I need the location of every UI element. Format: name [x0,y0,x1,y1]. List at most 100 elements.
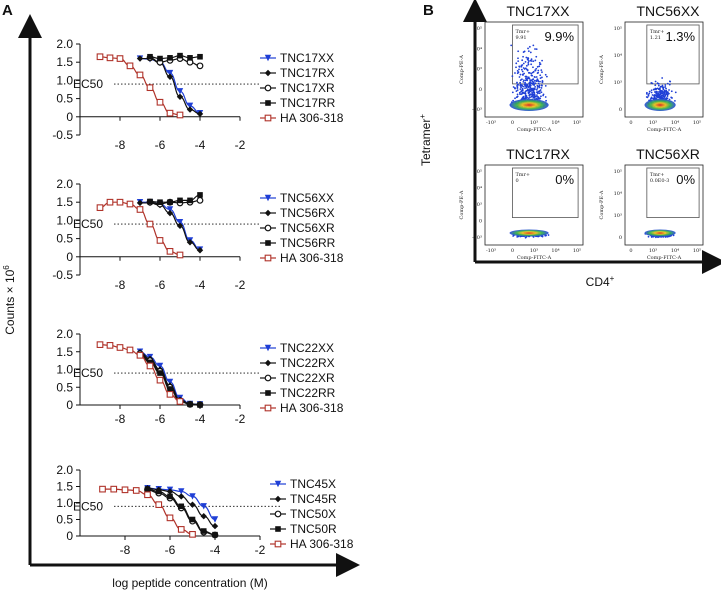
data-point [166,109,174,117]
panel-b-y-axis-label-main: Tetramer [419,119,433,166]
legend-label: TNC50X [290,507,336,521]
y-tick-label: 1.5 [56,345,73,359]
ec50-label: EC50 [73,217,103,231]
data-point [167,386,173,392]
flow-x-tick: 10⁵ [693,248,701,254]
data-point [96,204,104,212]
flow-x-tick: 0 [511,120,514,126]
y-tick-label: 2.0 [56,177,73,191]
data-point [187,55,193,61]
flow-y-tick: 0 [619,107,622,113]
data-point [106,342,114,349]
flow-y-tick: 10³ [614,80,622,86]
series-tnc17rr [147,52,203,62]
panel-b-label: B [423,2,434,19]
flow-y-tick: -10³ [472,235,482,241]
y-tick-label: 0 [66,250,73,264]
flow-y-tick: 10⁵ [474,169,482,175]
legend-marker [264,84,272,92]
legend-marker [274,540,282,548]
data-point [157,55,163,62]
data-point [116,344,124,351]
series-tnc22rx [136,349,204,408]
legend-label: HA 306-318 [290,537,354,551]
flow-x-tick: 10⁵ [573,120,581,126]
data-point [176,111,184,119]
flow-y-tick: 10⁵ [474,26,482,32]
legend-marker [275,526,281,532]
flow-x-tick: 10⁴ [551,248,559,254]
x-tick-label: -8 [115,278,126,292]
x-tick-label: -2 [255,543,266,557]
flow-x-label: Comp-FITC-A [517,255,552,261]
y-tick-label: 1.5 [56,195,73,209]
flow-x-tick: -10³ [486,120,496,126]
x-tick-label: -2 [235,412,246,426]
flow-x-tick: 10⁵ [573,248,581,254]
data-point [200,513,207,520]
data-point [167,493,173,500]
data-point [189,530,196,538]
legend-marker [264,344,272,352]
data-point [186,106,194,113]
data-point [157,370,163,376]
data-point [177,52,183,59]
legend-marker [264,54,272,62]
flow-y-tick: 10⁴ [474,186,482,192]
x-tick-label: -6 [165,543,176,557]
series-ha-306-318 [96,53,184,119]
flow-y-label: Comp-PE-A [599,190,605,219]
data-point [136,351,144,359]
data-point [156,98,164,106]
legend-marker [274,480,282,488]
data-point [177,526,185,533]
flow-y-tick: 10⁵ [614,169,622,175]
data-point [166,69,174,77]
legend-label: HA 306-318 [280,401,344,415]
gate-label: Tmr+ [650,172,665,178]
legend-marker [264,254,272,262]
data-point [126,346,134,354]
data-point [178,488,185,495]
series-ha-306-318 [99,485,196,538]
data-point [176,398,184,405]
legend-label: TNC45R [290,492,337,506]
dose-response-chart-1: -0.500.51.01.52.0-8 -6 -4 -2EC50TNC17XXTNC1… [52,37,343,152]
data-point [136,71,144,79]
dose-response-chart-2: -0.500.51.01.52.0-8 -6 -4 -2EC50TNC56XXTNC5… [52,177,343,292]
flow-y-label: Comp-PE-A [459,190,465,219]
data-point [167,199,173,205]
legend-marker [264,374,272,382]
series-ha-306-318 [96,198,184,259]
panel-a-label: A [2,2,13,19]
data-point [211,522,219,530]
gate-percent: 0% [676,172,695,187]
data-point [176,93,184,100]
flow-y-label: Comp-PE-A [459,55,465,84]
flow-x-tick: -10³ [486,248,496,254]
x-tick-label: -4 [195,138,206,152]
data-point [212,531,218,538]
y-tick-label: 2.0 [56,327,73,341]
y-tick-label: 0 [66,398,73,412]
data-point [187,197,193,204]
data-point [189,501,196,508]
flow-plot-tnc56xr: TNC56XR Tmr+0.0E0-3 0% Comp-PE-A Comp-FITC-A… [599,146,704,261]
gate-value: 0.0E0-3 [650,178,670,184]
ec50-label: EC50 [73,499,103,513]
dose-response-chart-4: 00.51.01.52.0-8 -6 -4 -2EC50TNC45XTNC45RTNC… [56,463,353,557]
flow-plot-title: TNC56XX [636,3,700,19]
flow-x-tick: 10³ [649,248,657,254]
data-point [136,206,144,213]
flow-y-tick: 10³ [474,67,482,73]
flow-x-tick: 0 [629,248,632,254]
flow-y-tick: 0 [479,219,482,225]
gate-percent: 9.9% [544,29,574,44]
data-point [136,199,144,207]
y-tick-label: 0.5 [56,232,73,246]
y-tick-label: 2.0 [56,463,73,477]
density-core [509,99,549,111]
data-point [197,402,203,408]
